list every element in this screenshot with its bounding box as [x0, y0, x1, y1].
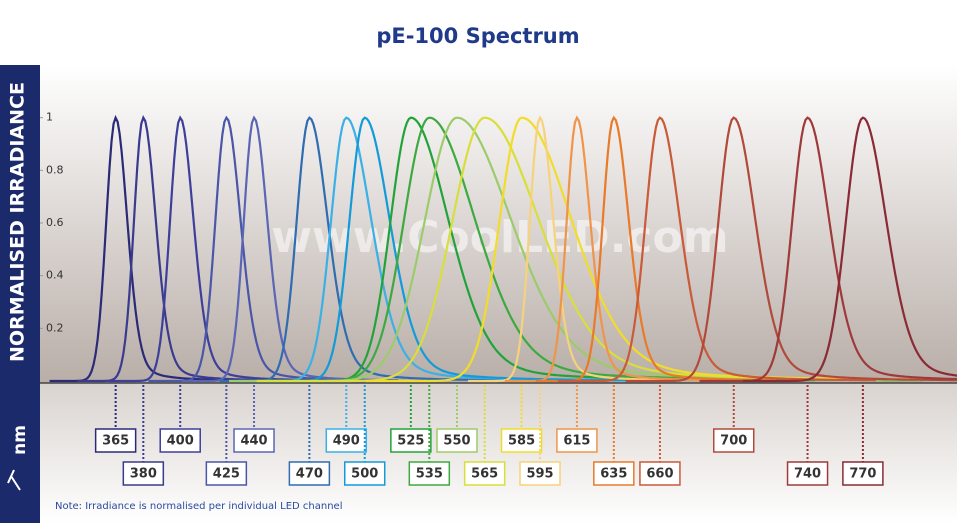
x-band	[0, 383, 40, 523]
label-box	[712, 428, 755, 453]
label-box	[786, 461, 829, 486]
y-tick-label: 0.8	[46, 163, 64, 176]
y-tick-label: 0.4	[46, 269, 64, 282]
legend-label: 535	[416, 467, 443, 482]
legend-label: 490	[333, 434, 360, 449]
spectrum-curve	[219, 116, 508, 383]
spectrum-curve	[557, 116, 876, 383]
legend-label: 615	[563, 434, 590, 449]
label-box	[556, 428, 598, 453]
label-box	[288, 461, 331, 486]
legend-label: 595	[526, 467, 553, 482]
legend-label: 400	[167, 434, 194, 449]
label-box	[436, 428, 478, 453]
legend-label: 440	[240, 434, 267, 449]
label-box	[159, 428, 201, 453]
label-box	[233, 428, 275, 453]
legend-label: 700	[720, 434, 747, 449]
chart-title: pE-100 Spectrum	[376, 24, 579, 48]
label-box	[842, 461, 884, 486]
legend-label: 740	[794, 467, 821, 482]
y-tick-label: 0.6	[46, 216, 64, 229]
label-box	[408, 461, 451, 486]
legend-label: 425	[213, 467, 240, 482]
legend-label: 525	[397, 434, 424, 449]
spectrum-curve	[468, 115, 684, 383]
x-axis-label: nm	[10, 425, 30, 455]
spectrum-curve	[182, 115, 398, 383]
label-box	[463, 461, 506, 486]
label-box	[593, 461, 635, 486]
y-axis-label: NORMALISED IRRADIANCE	[7, 82, 29, 362]
note: Note: Irradiance is normalised per indiv…	[55, 501, 342, 512]
spectrum-curve	[108, 115, 325, 383]
legend-label: 585	[508, 434, 535, 449]
lambda-icon	[7, 469, 21, 491]
legend-label: 500	[351, 467, 378, 482]
label-box	[122, 461, 165, 486]
label-box	[500, 428, 543, 453]
legend-label: 550	[443, 434, 470, 449]
legend-label: 770	[849, 467, 876, 482]
label-box	[639, 461, 681, 486]
label-box	[205, 461, 248, 486]
legend-label: 660	[646, 467, 673, 482]
label-box	[94, 428, 137, 453]
label-bg	[40, 383, 957, 523]
y-band	[0, 65, 40, 383]
legend-label: 470	[296, 467, 323, 482]
header-bg	[0, 0, 957, 65]
y-tick-label: 1	[46, 111, 53, 124]
spectrum-curve	[742, 116, 957, 383]
label-box	[390, 428, 432, 453]
label-box	[343, 461, 386, 486]
label-box	[519, 461, 561, 486]
legend-label: 565	[471, 467, 498, 482]
spectrum-curve	[256, 116, 635, 383]
y-tick-label: 0.2	[46, 321, 64, 334]
spectrum-curve	[625, 116, 957, 383]
legend-label: 380	[130, 467, 157, 482]
legend-label: 635	[600, 467, 627, 482]
label-box	[325, 428, 368, 453]
legend-label: 365	[102, 434, 129, 449]
